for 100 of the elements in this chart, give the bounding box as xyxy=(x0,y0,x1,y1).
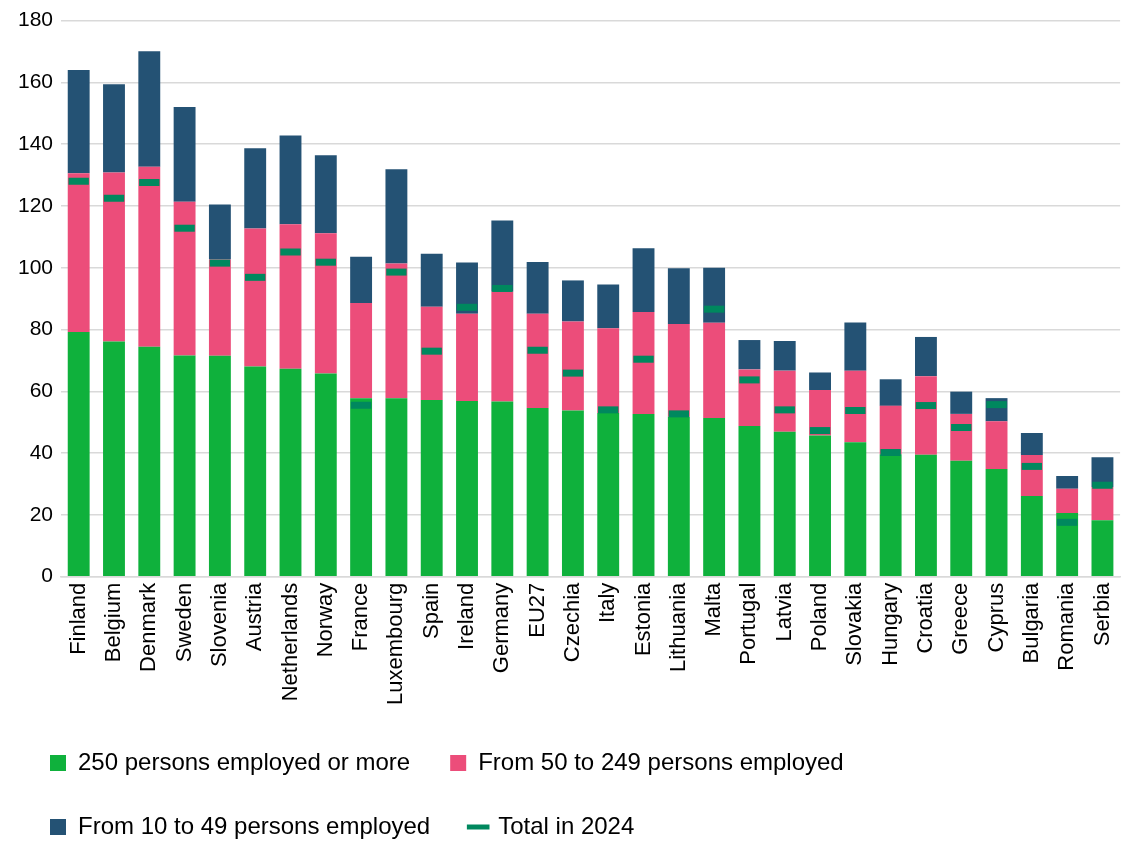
bar xyxy=(138,51,161,167)
bar xyxy=(314,373,337,576)
y-tick-label: 100 xyxy=(17,254,54,278)
bar xyxy=(667,323,690,417)
bar xyxy=(844,322,867,371)
bar xyxy=(279,224,302,369)
bar xyxy=(420,399,443,576)
bar xyxy=(915,454,937,576)
x-tick-label: Austria xyxy=(241,581,267,652)
bar xyxy=(138,166,161,347)
bar xyxy=(1056,475,1079,489)
x-tick-label: France xyxy=(347,582,373,652)
bar xyxy=(667,268,690,324)
bar xyxy=(1020,496,1043,576)
bar xyxy=(526,261,549,314)
x-tick-label: Netherlands xyxy=(276,582,302,702)
bar xyxy=(703,417,726,576)
bar xyxy=(985,468,1008,576)
bar xyxy=(950,391,973,414)
x-tick-label: Serbia xyxy=(1088,581,1114,647)
x-tick-label: Greece xyxy=(947,582,973,655)
bar xyxy=(385,169,408,264)
x-tick-label: Portugal xyxy=(735,582,761,665)
bar xyxy=(632,248,655,312)
bar xyxy=(667,416,690,576)
bar xyxy=(67,332,90,576)
bar xyxy=(173,201,196,356)
bar xyxy=(597,328,620,413)
bar xyxy=(208,204,231,260)
legend-label: Total in 2024 xyxy=(498,811,635,839)
bar xyxy=(314,233,337,374)
x-tick-label: Germany xyxy=(488,582,514,674)
bar xyxy=(208,259,231,356)
bar xyxy=(491,220,514,292)
x-tick-label: Romania xyxy=(1053,581,1079,671)
x-tick-label: Finland xyxy=(64,582,90,655)
x-tick-label: Lithuania xyxy=(664,581,690,673)
bar xyxy=(350,398,373,576)
bar xyxy=(561,280,584,322)
legend-label: From 10 to 49 persons employed xyxy=(78,811,431,839)
y-tick-label: 40 xyxy=(29,439,54,463)
bar xyxy=(879,454,902,576)
bar xyxy=(738,340,761,370)
bar xyxy=(350,302,373,399)
x-tick-label: Poland xyxy=(806,582,832,652)
x-tick-label: Cyprus xyxy=(982,582,1008,653)
x-tick-label: Czechia xyxy=(558,581,584,663)
y-tick-label: 80 xyxy=(29,316,54,340)
x-tick-label: Sweden xyxy=(170,582,196,663)
bar xyxy=(420,253,443,307)
bar xyxy=(773,431,796,576)
bar xyxy=(632,413,655,576)
x-tick-label: Bulgaria xyxy=(1017,581,1043,664)
bar xyxy=(915,336,937,377)
bar xyxy=(561,410,584,576)
y-tick-label: 20 xyxy=(29,501,54,525)
bar xyxy=(67,173,90,333)
x-tick-label: Luxembourg xyxy=(382,582,408,706)
y-tick-label: 0 xyxy=(41,563,54,587)
bar xyxy=(526,408,549,576)
x-tick-label: Denmark xyxy=(135,581,161,672)
x-tick-label: Latvia xyxy=(770,581,796,642)
x-tick-label: Estonia xyxy=(629,581,655,657)
bar xyxy=(244,366,267,576)
bar xyxy=(456,313,478,401)
y-tick-label: 180 xyxy=(17,7,54,31)
x-tick-label: EU27 xyxy=(523,582,549,638)
x-tick-label: Ireland xyxy=(453,582,479,650)
bar xyxy=(103,84,125,173)
x-tick-label: Croatia xyxy=(912,581,937,654)
bar xyxy=(561,321,584,411)
bar xyxy=(844,442,867,576)
bar xyxy=(208,355,231,576)
bar xyxy=(103,341,125,576)
bar xyxy=(738,425,761,576)
bar xyxy=(420,306,443,400)
x-tick-label: Norway xyxy=(311,582,337,658)
bar xyxy=(314,155,337,234)
bar xyxy=(597,412,620,576)
bar xyxy=(879,405,902,455)
y-tick-label: 120 xyxy=(17,192,54,216)
bar xyxy=(1091,487,1114,521)
bar xyxy=(915,376,937,455)
bar xyxy=(985,421,1008,469)
legend-label: From 50 to 249 persons employed xyxy=(478,747,844,775)
x-tick-label: Malta xyxy=(700,581,726,637)
bar xyxy=(173,355,196,576)
bar xyxy=(138,346,161,576)
x-tick-label: Italy xyxy=(594,582,620,624)
bar xyxy=(491,401,514,576)
bar xyxy=(244,228,267,367)
bar xyxy=(703,322,726,418)
bar xyxy=(385,263,408,399)
bar xyxy=(1056,488,1079,514)
bar xyxy=(456,400,478,576)
bar xyxy=(844,370,867,443)
bar xyxy=(526,313,549,409)
bar xyxy=(173,107,196,202)
x-tick-label: Slovenia xyxy=(205,581,231,668)
bar xyxy=(597,284,620,329)
